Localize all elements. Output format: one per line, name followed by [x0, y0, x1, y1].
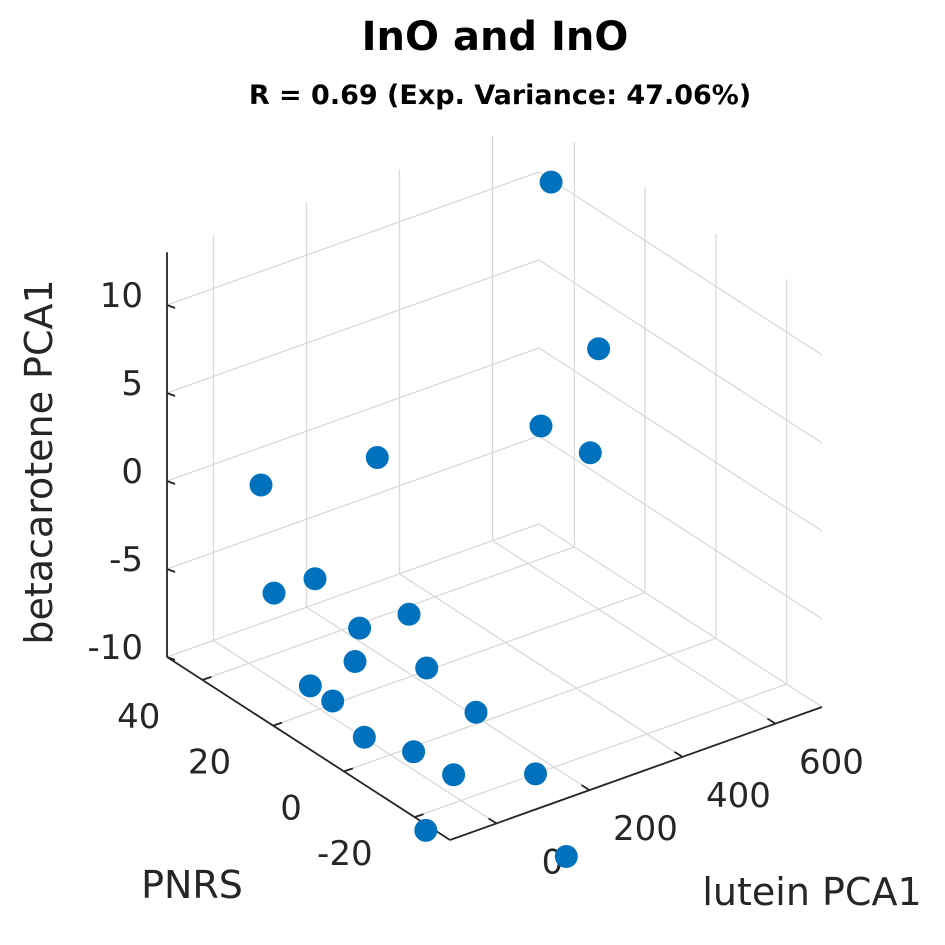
grid-backwall-z [166, 171, 540, 306]
y-tick-mark [202, 676, 212, 681]
grid-sidewall-z [538, 347, 823, 532]
x-tick-label: 200 [613, 809, 678, 849]
data-point [529, 414, 553, 438]
grid-backwall-z [166, 347, 540, 482]
z-tick-label: -10 [87, 628, 143, 668]
data-point [343, 650, 367, 673]
y-tick-mark [414, 813, 424, 818]
grid-backwall-z [166, 435, 540, 570]
z-tick-label: 10 [100, 276, 143, 316]
z-tick-label: 0 [121, 452, 143, 492]
chart-title: InO and InO [362, 14, 629, 60]
data-point [321, 689, 345, 713]
z-tick-mark [166, 656, 176, 661]
z-tick-mark [166, 392, 176, 397]
y-tick-label: 0 [280, 788, 302, 828]
data-point [303, 567, 327, 591]
data-point [365, 446, 389, 469]
data-point [442, 763, 466, 787]
y-tick-label: 20 [188, 743, 231, 783]
data-point [298, 674, 322, 698]
data-point [397, 602, 421, 626]
x-tick-mark [488, 817, 497, 825]
x-tick-label: 400 [706, 776, 771, 816]
y-tick-mark [343, 767, 354, 773]
grid-sidewall-z [538, 259, 823, 444]
y-tick-label: 40 [117, 697, 160, 737]
data-point [539, 170, 563, 194]
chart-subtitle: R = 0.69 (Exp. Variance: 47.06%) [249, 80, 751, 111]
grid-backwall-z [166, 523, 540, 658]
data-point [464, 700, 488, 724]
data-point [348, 616, 372, 640]
grid-sidewall-z [538, 523, 823, 708]
y-axis-line [166, 656, 451, 841]
grid-floor-x [399, 573, 683, 758]
grid-floor-y [202, 546, 575, 681]
x-tick-mark [674, 751, 683, 758]
data-points [249, 170, 611, 868]
data-point [352, 725, 376, 749]
data-point [524, 762, 547, 786]
data-point [262, 581, 286, 605]
grid-sidewall-z [538, 435, 823, 620]
data-point [578, 441, 602, 465]
z-tick-label: -5 [109, 540, 143, 580]
grid-floor-y [414, 683, 787, 818]
data-point [402, 740, 426, 764]
data-point [554, 845, 578, 868]
z-tick-mark [166, 480, 176, 485]
y-axis-label: PNRS [141, 863, 243, 907]
x-tick-mark [767, 717, 776, 725]
axes [166, 252, 823, 841]
x-axis-line [449, 706, 823, 841]
y-tick-mark [272, 721, 283, 727]
z-tick-mark [166, 568, 176, 573]
z-tick-mark [166, 304, 176, 309]
data-point [414, 818, 438, 842]
grid-sidewall-z [538, 171, 823, 356]
z-tick-label: 5 [121, 364, 143, 404]
x-tick-mark [581, 784, 590, 791]
y-tick-label: -20 [317, 834, 373, 874]
data-point [415, 656, 439, 680]
data-point [587, 337, 611, 361]
grid-floor-x [492, 540, 776, 725]
z-axis-label: betacarotene PCA1 [17, 279, 61, 644]
data-point [249, 473, 273, 497]
grid-backwall-z [166, 259, 540, 394]
x-tick-label: 600 [799, 743, 864, 783]
x-axis-label: lutein PCA1 [702, 870, 921, 914]
